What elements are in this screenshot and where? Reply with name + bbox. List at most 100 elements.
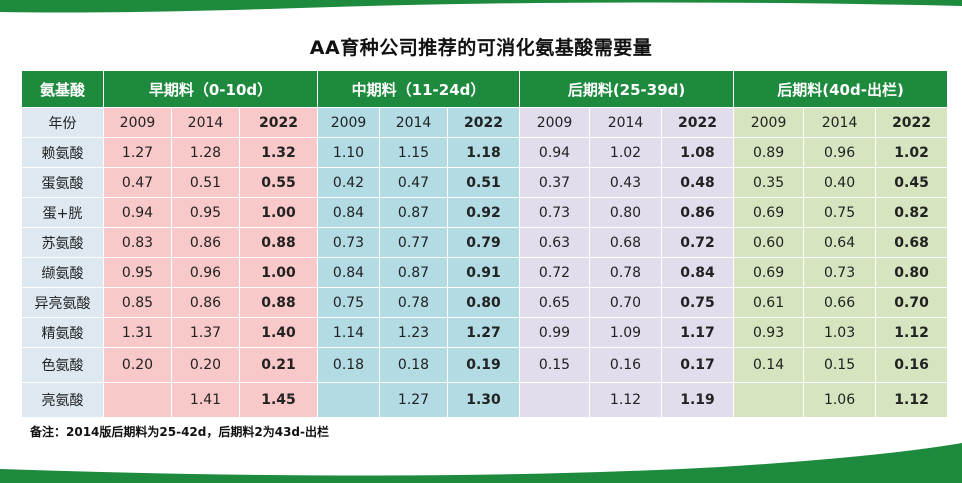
amino-acid-name: 精氨酸 [21, 317, 104, 348]
value-cell: 0.86 [661, 197, 735, 228]
amino-acid-table: 氨基酸 早期料（0-10d） 中期料（11-24d） 后期料(25-39d) 后… [21, 70, 949, 418]
amino-acid-name: 异亮氨酸 [21, 287, 104, 318]
value-cell: 0.94 [519, 137, 591, 168]
page-title: AA育种公司推荐的可消化氨基酸需要量 [309, 37, 653, 59]
year-cell: 2022 [447, 107, 521, 138]
value-cell: 0.69 [733, 257, 805, 288]
value-cell: 0.20 [103, 347, 172, 383]
value-cell: 0.15 [803, 347, 877, 383]
value-cell: 0.87 [379, 197, 449, 228]
value-cell: 0.70 [589, 287, 663, 318]
year-label: 年份 [21, 107, 104, 138]
value-cell: 0.82 [875, 197, 949, 228]
value-cell: 0.84 [317, 197, 381, 228]
value-cell: 0.16 [589, 347, 663, 383]
value-cell: 0.69 [733, 197, 805, 228]
value-cell: 0.72 [519, 257, 591, 288]
value-cell: 1.06 [803, 382, 877, 418]
value-cell: 0.60 [733, 227, 805, 258]
value-cell: 1.32 [238, 137, 319, 168]
value-cell: 0.96 [803, 137, 877, 168]
amino-acid-name: 色氨酸 [21, 347, 104, 383]
value-cell: 0.20 [171, 347, 240, 383]
amino-acid-name: 缬氨酸 [21, 257, 104, 288]
value-cell: 1.10 [317, 137, 381, 168]
value-cell: 0.88 [238, 227, 319, 258]
value-cell: 1.02 [875, 137, 949, 168]
table-row: 精氨酸 1.31 1.37 1.40 1.14 1.23 1.27 0.99 1.09 1.17 0… [21, 317, 949, 348]
value-cell: 0.75 [661, 287, 735, 318]
value-cell: 0.65 [519, 287, 591, 318]
value-cell: 0.95 [171, 197, 240, 228]
value-cell: 0.61 [733, 287, 805, 318]
year-row: 年份 2009 2014 2022 2009 2014 2022 2009 2014 2022 20… [21, 107, 949, 138]
value-cell: 0.66 [803, 287, 877, 318]
header-group-mid: 中期料（11-24d） [317, 70, 521, 108]
amino-acid-name: 亮氨酸 [21, 382, 104, 418]
header-group-early: 早期料（0-10d） [102, 70, 319, 108]
value-cell: 0.96 [171, 257, 240, 288]
value-cell [317, 382, 381, 418]
year-cell: 2014 [589, 107, 663, 138]
value-cell: 1.12 [875, 382, 949, 418]
value-cell: 1.19 [661, 382, 735, 418]
value-cell: 1.09 [589, 317, 663, 348]
value-cell: 0.64 [803, 227, 877, 258]
value-cell: 0.55 [238, 167, 319, 198]
year-cell: 2022 [661, 107, 735, 138]
value-cell: 0.78 [589, 257, 663, 288]
value-cell: 0.21 [238, 347, 319, 383]
value-cell: 0.87 [379, 257, 449, 288]
value-cell: 0.84 [661, 257, 735, 288]
value-cell: 0.93 [733, 317, 805, 348]
value-cell: 0.47 [379, 167, 449, 198]
value-cell: 0.94 [103, 197, 172, 228]
amino-acid-name: 蛋氨酸 [21, 167, 104, 198]
value-cell: 1.17 [661, 317, 735, 348]
value-cell: 0.43 [589, 167, 663, 198]
value-cell: 0.19 [447, 347, 521, 383]
value-cell: 0.68 [875, 227, 949, 258]
value-cell: 0.86 [171, 287, 240, 318]
value-cell: 0.42 [317, 167, 381, 198]
value-cell: 0.51 [171, 167, 240, 198]
value-cell: 1.14 [317, 317, 381, 348]
value-cell: 0.79 [447, 227, 521, 258]
value-cell: 0.77 [379, 227, 449, 258]
value-cell: 1.40 [238, 317, 319, 348]
value-cell: 0.40 [803, 167, 877, 198]
value-cell: 0.75 [803, 197, 877, 228]
value-cell: 0.45 [875, 167, 949, 198]
value-cell: 1.18 [447, 137, 521, 168]
value-cell: 0.16 [875, 347, 949, 383]
value-cell: 1.41 [171, 382, 240, 418]
value-cell: 0.80 [875, 257, 949, 288]
value-cell: 1.27 [447, 317, 521, 348]
value-cell: 1.00 [238, 197, 319, 228]
value-cell: 0.73 [317, 227, 381, 258]
value-cell: 0.86 [171, 227, 240, 258]
value-cell: 1.31 [103, 317, 172, 348]
value-cell [103, 382, 172, 418]
value-cell: 0.63 [519, 227, 591, 258]
bottom-decorative-curve [0, 443, 962, 483]
year-cell: 2014 [171, 107, 240, 138]
value-cell: 0.73 [519, 197, 591, 228]
value-cell: 0.18 [379, 347, 449, 383]
value-cell: 0.72 [661, 227, 735, 258]
year-cell: 2022 [875, 107, 949, 138]
value-cell: 1.23 [379, 317, 449, 348]
year-cell: 2014 [803, 107, 877, 138]
value-cell: 0.99 [519, 317, 591, 348]
top-decorative-curve [0, 0, 962, 13]
value-cell [733, 382, 805, 418]
value-cell: 0.91 [447, 257, 521, 288]
value-cell: 0.92 [447, 197, 521, 228]
value-cell [519, 382, 591, 418]
value-cell: 1.03 [803, 317, 877, 348]
value-cell: 0.70 [875, 287, 949, 318]
value-cell: 0.89 [733, 137, 805, 168]
header-row: 氨基酸 早期料（0-10d） 中期料（11-24d） 后期料(25-39d) 后… [21, 70, 949, 108]
value-cell: 1.12 [589, 382, 663, 418]
table-row: 赖氨酸 1.27 1.28 1.32 1.10 1.15 1.18 0.94 1.02 1.08 0… [21, 137, 949, 168]
